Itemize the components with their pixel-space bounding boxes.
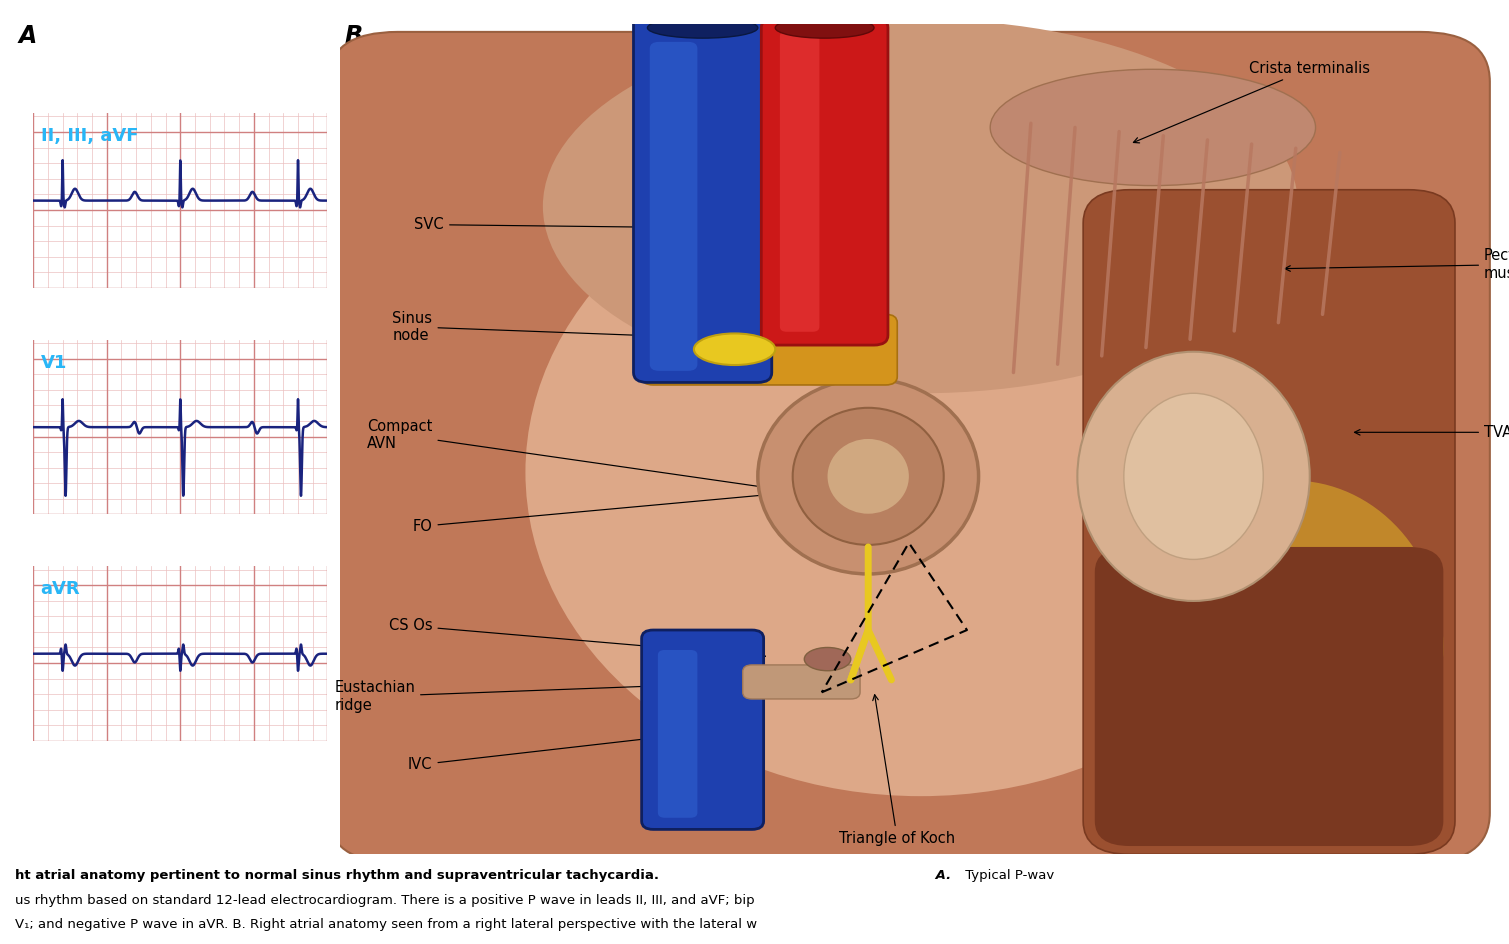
FancyBboxPatch shape [762,18,887,346]
FancyBboxPatch shape [780,31,819,331]
FancyBboxPatch shape [650,42,697,371]
Ellipse shape [694,333,776,365]
FancyBboxPatch shape [327,32,1489,863]
Ellipse shape [647,17,758,38]
FancyBboxPatch shape [742,665,860,699]
Ellipse shape [1124,394,1263,560]
Text: TVA: TVA [1355,425,1509,440]
Text: ht atrial anatomy pertinent to normal sinus rhythm and supraventricular tachycar: ht atrial anatomy pertinent to normal si… [15,868,659,882]
Text: CS Os: CS Os [389,618,765,659]
Text: Pectinate
muscles: Pectinate muscles [1284,248,1509,280]
Text: SVC: SVC [415,217,643,232]
FancyBboxPatch shape [1083,190,1455,854]
Text: FO: FO [412,491,783,533]
Text: Sinus
node: Sinus node [392,311,696,343]
Text: IVC: IVC [407,736,649,772]
Text: A.: A. [931,868,951,882]
FancyBboxPatch shape [658,650,697,818]
Text: V₁; and negative P wave in aVR. B. Right atrial anatomy seen from a right latera: V₁; and negative P wave in aVR. B. Right… [15,919,758,932]
Ellipse shape [804,648,851,671]
Text: A: A [18,24,36,47]
Text: Crista terminalis: Crista terminalis [1133,61,1370,143]
Text: Eustachian
ridge: Eustachian ridge [333,680,748,713]
FancyBboxPatch shape [641,314,898,385]
Ellipse shape [525,148,1316,796]
FancyBboxPatch shape [641,630,764,830]
FancyBboxPatch shape [1094,547,1443,846]
Text: us rhythm based on standard 12-lead electrocardiogram. There is a positive P wav: us rhythm based on standard 12-lead elec… [15,894,754,906]
Text: Typical P-wav: Typical P-wav [961,868,1053,882]
Ellipse shape [758,379,978,574]
Text: aVR: aVR [41,581,80,598]
Ellipse shape [543,20,1298,394]
Ellipse shape [1077,352,1310,601]
Text: V1: V1 [41,354,66,372]
Ellipse shape [990,69,1316,186]
Ellipse shape [1141,480,1443,813]
Ellipse shape [827,439,908,514]
Ellipse shape [792,408,943,545]
Text: II, III, aVF: II, III, aVF [41,127,137,145]
Text: B: B [344,24,362,47]
Text: Triangle of Koch: Triangle of Koch [839,695,955,846]
FancyBboxPatch shape [634,13,771,382]
Ellipse shape [776,17,874,38]
Text: Compact
AVN: Compact AVN [367,418,771,490]
